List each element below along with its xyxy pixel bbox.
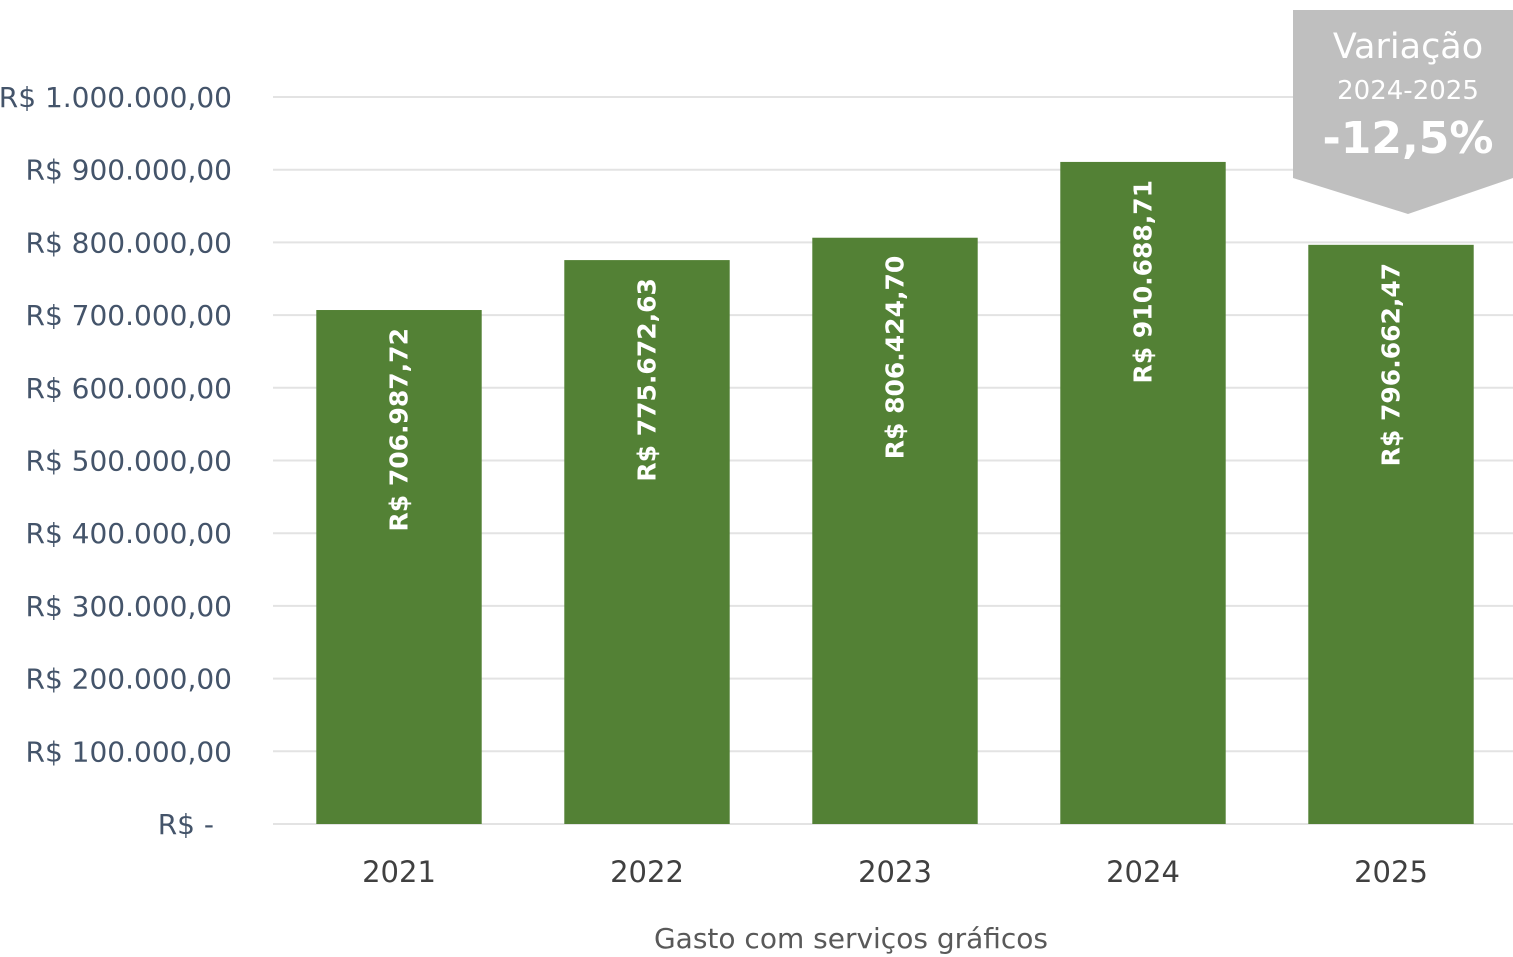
data-label-2025: R$ 796.662,47 <box>1377 263 1406 467</box>
y-tick-label: R$ 400.000,00 <box>26 517 233 550</box>
bar-2022 <box>564 260 730 824</box>
bar-2025 <box>1308 244 1474 824</box>
y-tick-label: R$ 300.000,00 <box>26 590 233 623</box>
y-tick-label: R$ 700.000,00 <box>26 299 233 332</box>
data-label-2021: R$ 706.987,72 <box>385 328 414 532</box>
x-tick-label: 2023 <box>858 855 932 889</box>
x-tick-label: 2025 <box>1354 855 1428 889</box>
data-label-2022: R$ 775.672,63 <box>633 278 662 482</box>
callout-shape <box>1293 10 1513 214</box>
callout-title: Variação <box>1333 27 1483 67</box>
y-tick-label: R$ 100.000,00 <box>26 735 233 768</box>
x-tick-label: 2024 <box>1106 855 1180 889</box>
bar-2021 <box>316 310 482 825</box>
x-axis-ticks: 2021 2022 2023 2024 2025 <box>362 855 1428 889</box>
data-label-2024: R$ 910.688,71 <box>1129 180 1158 384</box>
y-tick-label: R$ 600.000,00 <box>26 372 233 405</box>
bar-2023 <box>812 237 978 824</box>
y-axis-ticks: R$ - R$ 100.000,00 R$ 200.000,00 R$ 300.000… <box>0 81 232 841</box>
x-tick-label: 2022 <box>610 855 684 889</box>
y-tick-label: R$ 800.000,00 <box>26 226 233 259</box>
y-tick-label: R$ 200.000,00 <box>26 663 233 696</box>
x-tick-label: 2021 <box>362 855 436 889</box>
y-tick-label: R$ 500.000,00 <box>26 445 233 478</box>
callout-period: 2024-2025 <box>1337 76 1479 106</box>
bars: R$ 706.987,72 R$ 775.672,63 R$ 806.424,70 R… <box>316 161 1474 825</box>
variation-callout: Variação 2024-2025 -12,5% <box>1293 10 1513 214</box>
y-tick-label: R$ 900.000,00 <box>26 154 233 187</box>
bar-2024 <box>1060 161 1226 824</box>
callout-value: -12,5% <box>1323 113 1494 164</box>
x-axis-title: Gasto com serviços gráficos <box>654 922 1048 955</box>
data-label-2023: R$ 806.424,70 <box>881 256 910 460</box>
y-tick-label: R$ 1.000.000,00 <box>0 81 232 114</box>
y-tick-label: R$ - <box>158 808 214 841</box>
